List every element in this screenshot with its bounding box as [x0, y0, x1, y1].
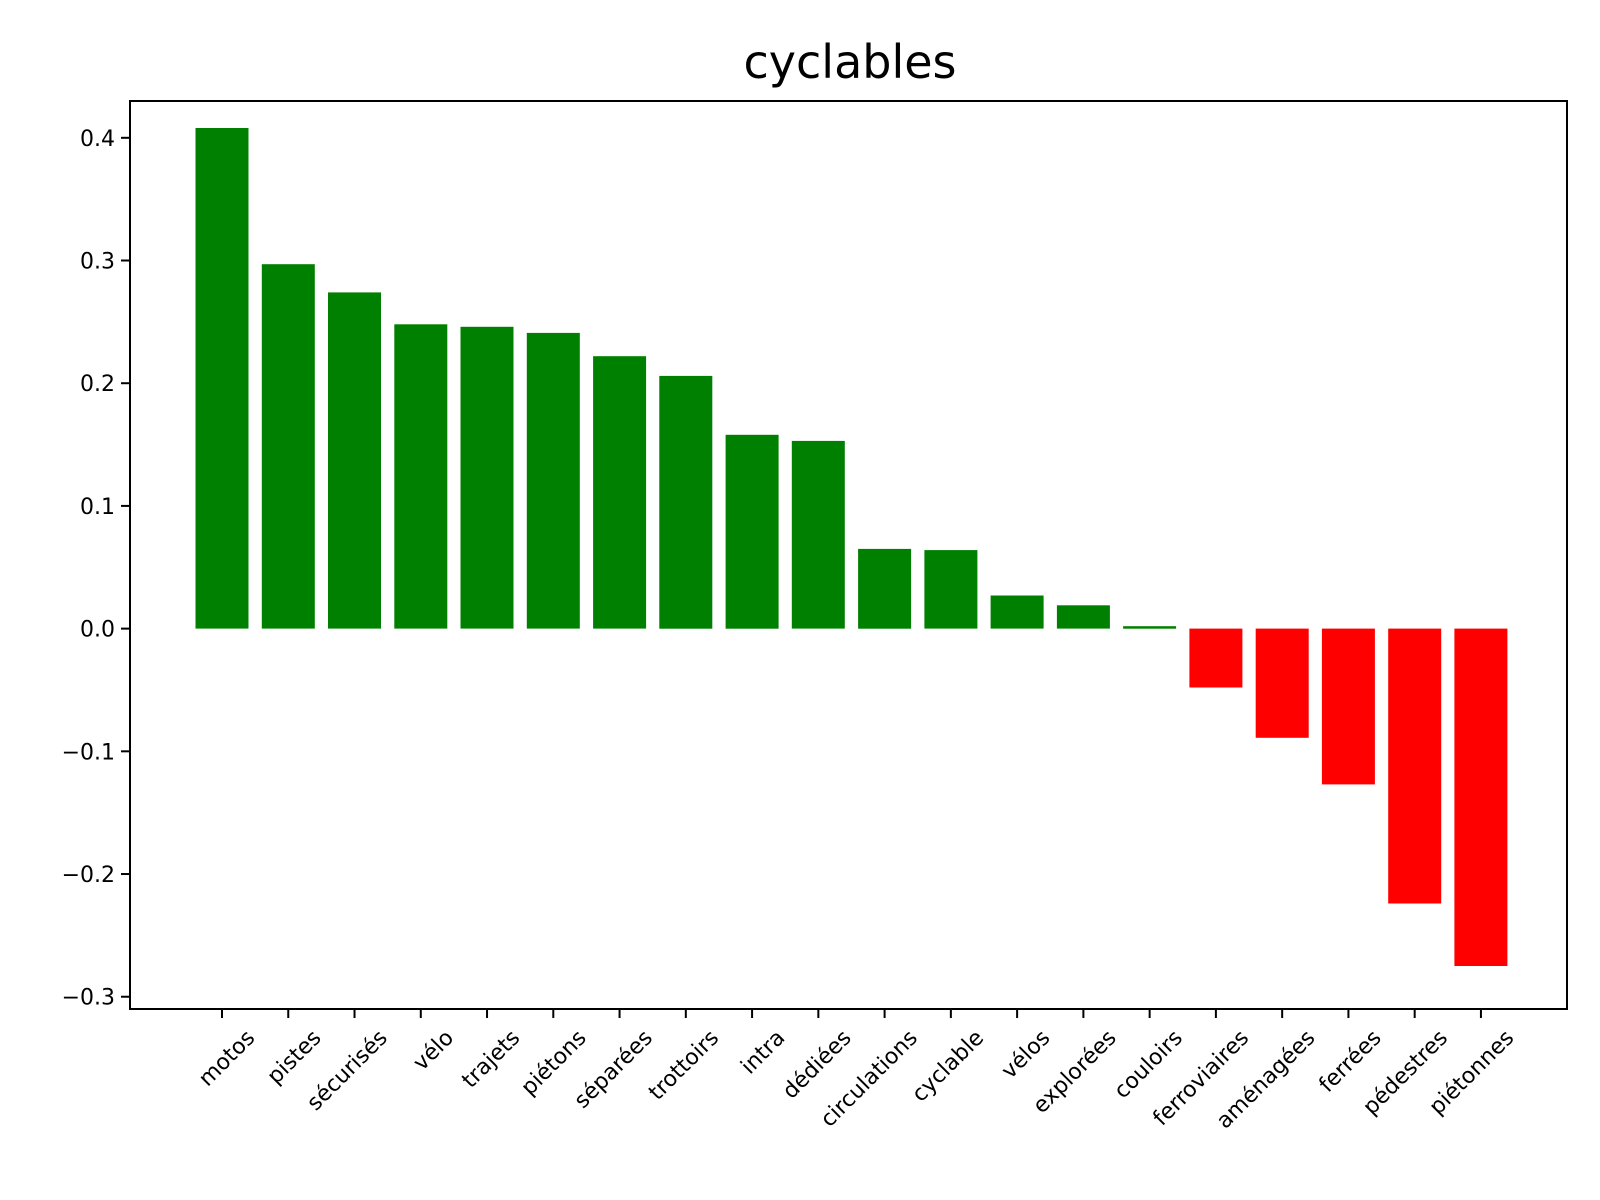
chart-title: cyclables	[743, 35, 956, 89]
y-tick-label: 0.0	[80, 618, 115, 643]
y-tick-label: 0.1	[80, 495, 115, 520]
bar-dédiées	[791, 440, 845, 629]
bar-couloirs	[1123, 626, 1177, 629]
x-tick-label: trottoirs	[644, 1026, 724, 1106]
plot-frame	[129, 100, 1568, 1010]
x-tick-label: vélos	[997, 1026, 1055, 1084]
x-tick-label: cyclable	[907, 1026, 989, 1108]
x-tick-label: intra	[736, 1026, 790, 1080]
bar-intra	[725, 434, 779, 629]
y-axis: −0.3 −0.2 −0.1 0.0 0.1 0.2 0.3 0.4	[62, 127, 130, 1011]
bars-group	[195, 128, 1508, 966]
x-tick-label: trajets	[457, 1026, 525, 1094]
bar-séparées	[593, 356, 647, 629]
y-tick-label: −0.2	[62, 863, 115, 888]
bar-circulations	[858, 548, 912, 629]
x-tick-label: pistes	[263, 1026, 327, 1090]
bar-ferrées	[1321, 628, 1375, 785]
bar-pistes	[261, 264, 315, 629]
bar-vélos	[990, 595, 1044, 629]
bar-explorées	[1056, 605, 1110, 629]
bar-sécurisés	[328, 292, 381, 629]
y-tick-label: 0.4	[80, 127, 115, 152]
y-tick-label: 0.3	[80, 250, 115, 275]
bar-ferroviaires	[1189, 628, 1243, 688]
bar-trottoirs	[659, 375, 713, 629]
bar-piétonnes	[1454, 628, 1508, 966]
y-tick-label: −0.3	[62, 986, 115, 1011]
bar-vélo	[394, 324, 448, 629]
y-tick-label: 0.2	[80, 372, 115, 397]
bar-cyclable	[924, 550, 978, 629]
y-tick-label: −0.1	[62, 740, 115, 765]
bar-pédestres	[1388, 628, 1442, 904]
x-tick-label: motos	[194, 1026, 260, 1092]
x-tick-label: vélo	[409, 1026, 459, 1076]
bar-motos	[195, 128, 249, 629]
bar-piétons	[526, 332, 580, 629]
bar-aménagées	[1255, 628, 1309, 738]
bar-trajets	[460, 326, 514, 629]
